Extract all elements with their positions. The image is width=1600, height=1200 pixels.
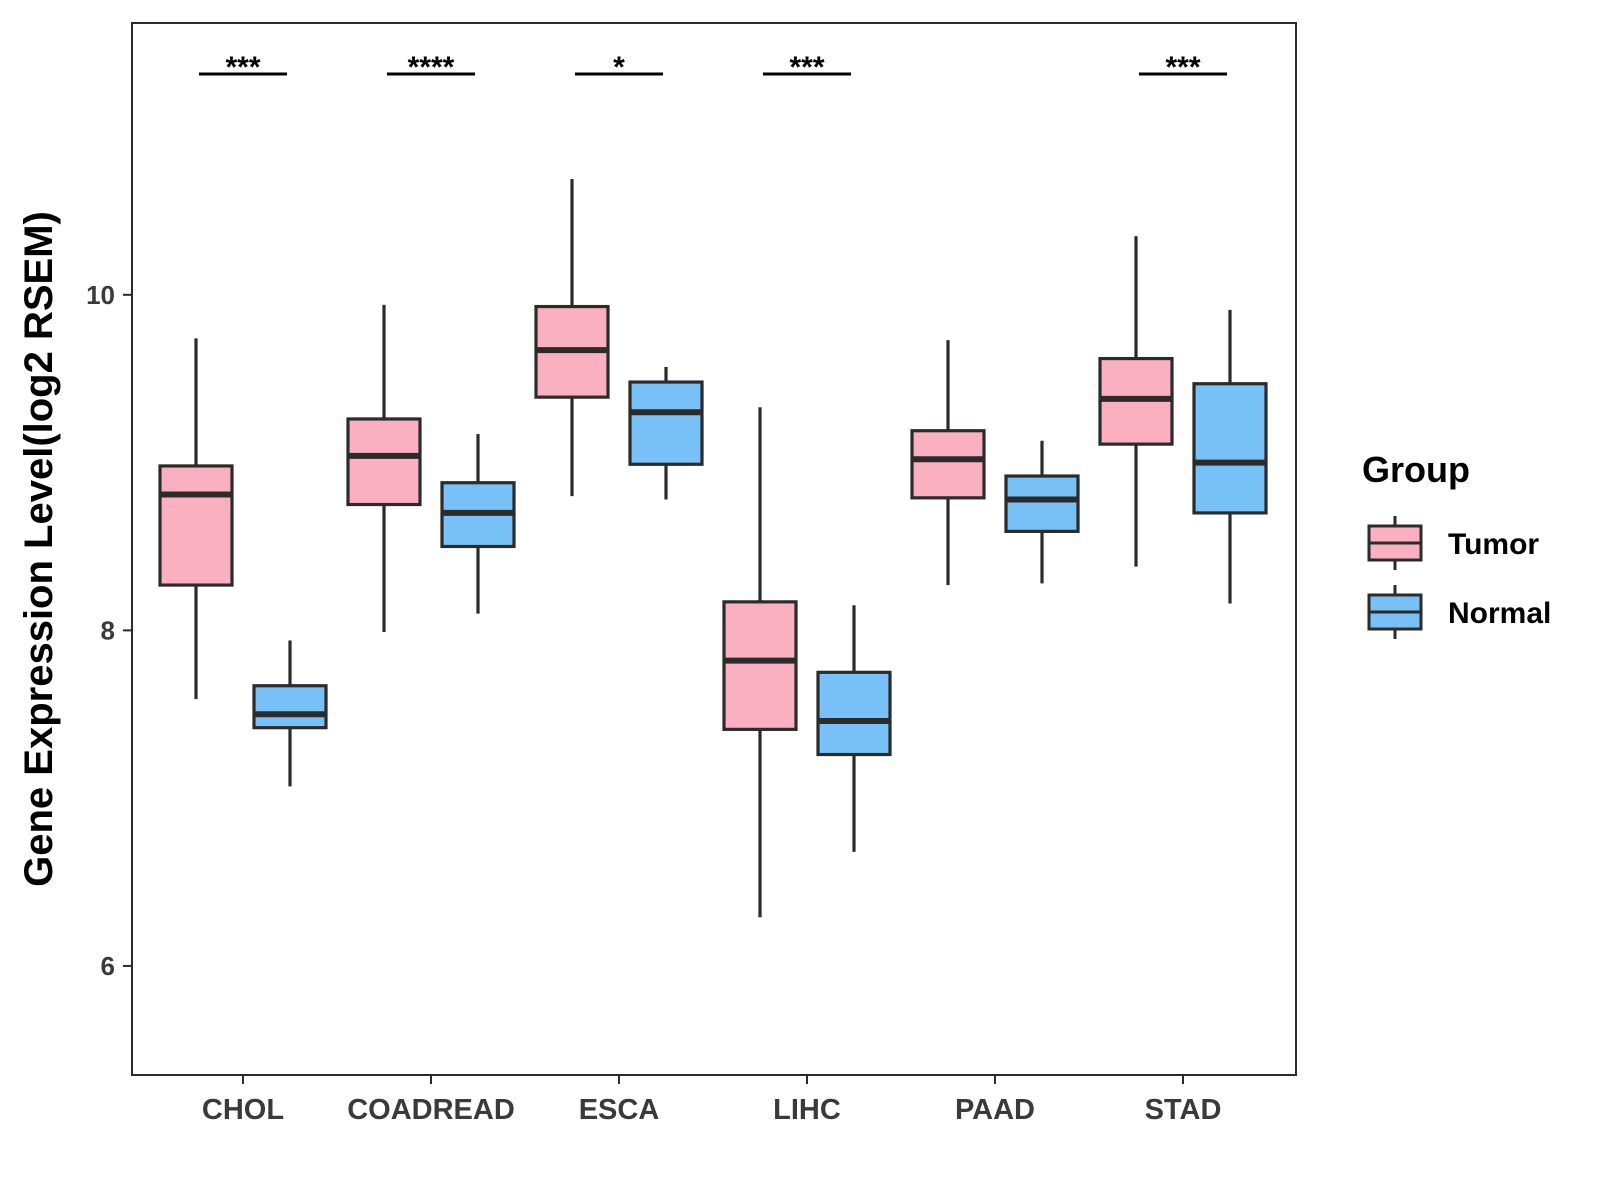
box-iqr: [1192, 382, 1268, 515]
box-tumor-lihc: [722, 407, 798, 918]
x-tick-label-lihc: LIHC: [773, 1094, 841, 1126]
box-tumor-chol: [158, 338, 234, 700]
box-normal-paad: [1004, 440, 1080, 584]
box-normal-lihc: [816, 605, 892, 852]
box-normal-esca: [628, 366, 704, 500]
box-iqr: [816, 670, 892, 757]
box-iqr: [158, 464, 234, 587]
x-tick-label-esca: ESCA: [579, 1094, 660, 1126]
box-tumor-esca: [534, 179, 610, 497]
significance-label: ***: [789, 51, 824, 84]
box-normal-stad: [1192, 309, 1268, 604]
box-tumor-coadread: [346, 304, 422, 633]
box-iqr: [346, 417, 422, 507]
legend-label-normal: Normal: [1448, 597, 1551, 630]
x-tick-label-chol: CHOL: [202, 1094, 284, 1126]
x-tick-label-coadread: COADREAD: [347, 1094, 515, 1126]
significance-label: ***: [225, 51, 260, 84]
y-axis-title: Gene Expression Level(log2 RSEM): [17, 211, 61, 887]
y-tick-label: 6: [101, 951, 115, 981]
x-tick-label-stad: STAD: [1145, 1094, 1222, 1126]
box-iqr: [628, 380, 704, 466]
significance-label: ****: [408, 51, 455, 84]
box-iqr: [722, 600, 798, 731]
y-tick-label: 10: [86, 280, 115, 310]
legend-key-normal: [1367, 585, 1423, 639]
legend: Tumor Normal: [1367, 516, 1551, 639]
significance-label: *: [613, 51, 625, 84]
box-normal-chol: [252, 640, 328, 787]
plot-panel-border: [131, 22, 1297, 1076]
legend-label-tumor: Tumor: [1448, 528, 1539, 561]
box-tumor-stad: [1098, 236, 1174, 567]
box-tumor-paad: [910, 340, 986, 586]
box-normal-coadread: [440, 434, 516, 614]
box-iqr: [910, 429, 986, 500]
y-tick-label: 8: [101, 615, 115, 645]
box-iqr: [1004, 474, 1080, 533]
significance-label: ***: [1165, 51, 1200, 84]
legend-key-tumor: [1367, 516, 1423, 570]
legend-title: Group: [1362, 449, 1470, 490]
x-tick-label-paad: PAAD: [955, 1094, 1035, 1126]
box-iqr: [252, 684, 328, 730]
